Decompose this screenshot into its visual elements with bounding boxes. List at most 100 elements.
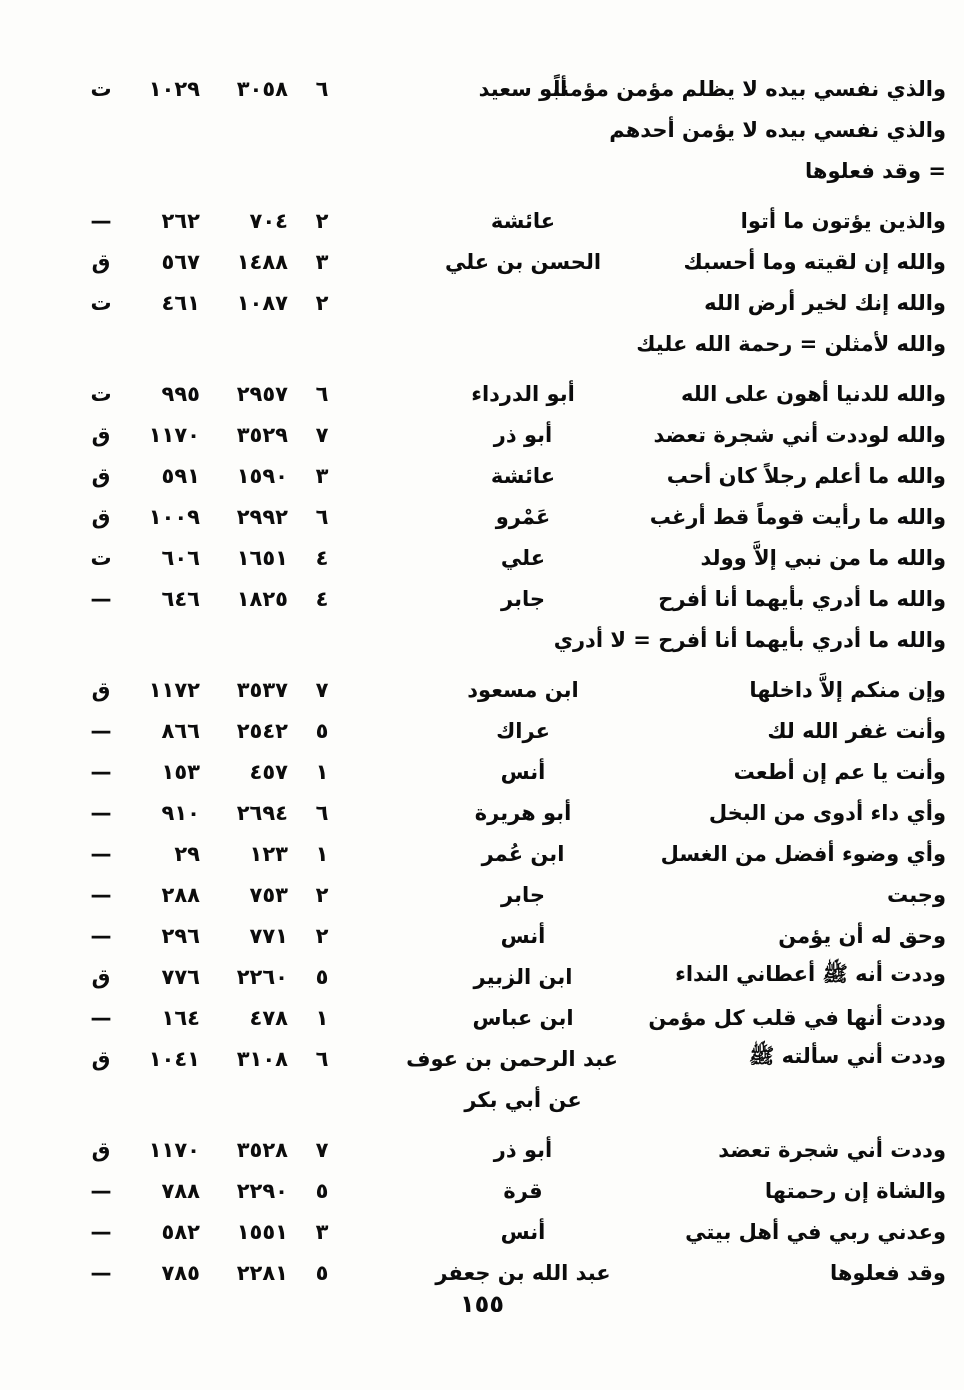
table-row: وأنت يا عم إن أطعت أنس ١ ٤٥٧ ١٥٣ — — [0, 751, 947, 792]
hadith-text: وقد فعلوها — [829, 1260, 946, 1285]
page-number: ١٠٠٩ — [148, 504, 200, 529]
page-number: ٥٨٢ — [161, 1219, 200, 1244]
table-row: والله لوددت أني شجرة تعضد أبو ذر ٧ ٣٥٢٩ ١١٧٠… — [0, 414, 946, 455]
volume-number: ٦ — [315, 800, 329, 825]
table-row: وأي داء أدوى من البخل أبو هريرة ٦ ٢٦٩٤ ٩١٠ — — [0, 792, 947, 833]
table-row: وددت أني سألته ﷺ عبد الرحمن بن عوف ٦ ٣١٠٨ ١٠… — [0, 1038, 946, 1079]
narrator-name: عراك — [496, 718, 550, 743]
table-row: والله إنك لخير أرض الله ٢ ١٠٨٧ ٤٦١ ت — [0, 282, 946, 323]
source-symbol: ق — [91, 677, 111, 702]
hadith-number: ٧٥٣ — [249, 882, 288, 907]
hadith-number: ١٠٨٧ — [236, 290, 288, 315]
volume-number: ١ — [315, 759, 329, 784]
page-number: ٩٩٥ — [161, 381, 200, 406]
volume-number: ١ — [315, 1005, 329, 1030]
source-symbol: — — [90, 1005, 112, 1030]
hadith-text: وإن منكم إلاَّ داخلها — [749, 677, 946, 702]
volume-number: ٧ — [315, 677, 329, 702]
narrator-name: الحسن بن علي — [444, 249, 602, 274]
hadith-text: وددت أني شجرة تعضد — [718, 1137, 946, 1162]
volume-number: ١ — [315, 841, 329, 866]
table-row: عن أبي بكر — [0, 1079, 946, 1120]
hadith-text: وأي وضوء أفضل من الغسل — [660, 841, 946, 866]
hadith-number: ١٦٥١ — [236, 545, 288, 570]
table-row: والذي نفسي بيده لا يؤمن أحدهم — [0, 109, 946, 150]
table-row: والذي نفسي بيده لا يظلم مؤمن مؤمناً أبو س… — [0, 68, 946, 109]
hadith-number: ٢٢٦٠ — [236, 964, 288, 989]
volume-number: ٤ — [315, 545, 329, 570]
hadith-number: ٧٧١ — [249, 923, 288, 948]
source-symbol: — — [90, 718, 112, 743]
table-row: وجبت جابر ٢ ٧٥٣ ٢٨٨ — — [0, 874, 947, 915]
narrator-name: عبد الله بن جعفر — [435, 1260, 611, 1285]
volume-number: ٦ — [315, 504, 329, 529]
table-row: وحق له أن يؤمن أنس ٢ ٧٧١ ٢٩٦ — — [0, 915, 947, 956]
volume-number: ٣ — [315, 1219, 329, 1244]
source-symbol: — — [90, 800, 112, 825]
hadith-text: وأنت يا عم إن أطعت — [733, 759, 946, 784]
narrator-name: عائشة — [490, 463, 556, 488]
page-number: ٩١٠ — [161, 800, 200, 825]
hadith-text: والله ما أدري بأيهما أنا أفرح — [658, 586, 946, 611]
volume-number: ٣ — [315, 249, 329, 274]
narrator-name: عبد الرحمن بن عوف — [406, 1046, 618, 1071]
narrator-name: جابر — [501, 882, 545, 907]
volume-number: ٥ — [315, 1178, 329, 1203]
page-number: ١١٧٠ — [148, 1137, 200, 1162]
source-symbol: ق — [91, 249, 111, 274]
table-row: وددت أنها في قلب كل مؤمن ابن عباس ١ ٤٧٨ ١٦٤ — — [0, 997, 947, 1038]
volume-number: ٢ — [315, 290, 329, 315]
hadith-text: وددت أني سألته ﷺ — [748, 1044, 946, 1068]
source-symbol: — — [90, 208, 112, 233]
source-symbol: ت — [90, 545, 112, 570]
narrator-name: أبو هريرة — [474, 800, 572, 825]
source-symbol: ق — [91, 1046, 111, 1071]
hadith-number: ١٤٨٨ — [236, 249, 288, 274]
narrator-name: عائشة — [490, 208, 556, 233]
volume-number: ٦ — [315, 381, 329, 406]
volume-number: ٥ — [315, 718, 329, 743]
table-row: وعدني ربي في أهل بيتي أنس ٣ ١٥٥١ ٥٨٢ — — [0, 1211, 947, 1252]
page-number: ٥٩١ — [161, 463, 200, 488]
hadith-text: والله إن لقيته وما أحسبك — [683, 249, 946, 274]
table-row: والشاة إن رحمتها قرة ٥ ٢٢٩٠ ٧٨٨ — — [0, 1170, 947, 1211]
narrator-name: أنس — [500, 1219, 546, 1244]
source-symbol: — — [90, 759, 112, 784]
narrator-name: ابن عُمر — [481, 841, 565, 866]
hadith-number: ١٨٢٥ — [236, 586, 288, 611]
source-symbol: ق — [91, 504, 111, 529]
source-symbol: ت — [90, 381, 112, 406]
hadith-number: ٤٧٨ — [249, 1005, 288, 1030]
table-row: والله للدنيا أهون على الله أبو الدرداء ٦ ٢٩… — [0, 373, 946, 414]
hadith-text: وددت أنه ﷺ أعطاني النداء — [675, 962, 946, 986]
source-symbol: ت — [90, 76, 112, 101]
hadith-number: ٢٦٩٤ — [236, 800, 288, 825]
page-number-footer: ١٥٥ — [460, 1290, 504, 1318]
narrator-name: عَمْرو — [495, 504, 551, 529]
volume-number: ٣ — [315, 463, 329, 488]
narrator-name: أبو سعيد — [478, 76, 568, 101]
table-row: = وقد فعلوها — [0, 150, 946, 191]
page-number: ٢٩٦ — [161, 923, 200, 948]
hadith-text: والله ما من نبي إلاَّ وولد — [700, 545, 946, 570]
hadith-text: وددت أنها في قلب كل مؤمن — [648, 1005, 946, 1030]
page-number: ٢٦٢ — [161, 208, 200, 233]
page-number: ١٦٤ — [161, 1005, 200, 1030]
hadith-number: ٣٥٣٧ — [236, 677, 288, 702]
page-number: ١٠٤١ — [148, 1046, 200, 1071]
table-row: وأي وضوء أفضل من الغسل ابن عُمر ١ ١٢٣ ٢٩ — — [0, 833, 947, 874]
page-number: ٢٨٨ — [161, 882, 200, 907]
page-number: ١١٧٢ — [148, 677, 200, 702]
narrator-name: أبو ذر — [493, 1137, 553, 1162]
page-number: ٢٩ — [174, 841, 200, 866]
hadith-text: والذي نفسي بيده لا يؤمن أحدهم — [609, 117, 946, 142]
hadith-text: والله للدنيا أهون على الله — [680, 381, 946, 406]
page-number: ٦٠٦ — [161, 545, 200, 570]
source-symbol: — — [90, 923, 112, 948]
hadith-text: وحق له أن يؤمن — [778, 923, 946, 948]
hadith-number: ١٥٩٠ — [236, 463, 288, 488]
hadith-number: ١٥٥١ — [236, 1219, 288, 1244]
table-row: والله ما رأيت قوماً قط أرغب عَمْرو ٦ ٢٩٩٢ ١٠… — [0, 496, 946, 537]
hadith-text: والله لوددت أني شجرة تعضد — [653, 422, 946, 447]
